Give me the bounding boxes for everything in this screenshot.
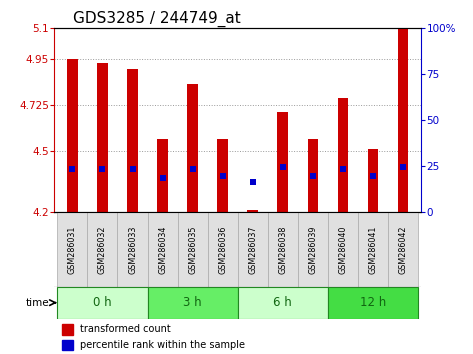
Text: GSM286041: GSM286041 <box>368 225 377 274</box>
Text: GSM286037: GSM286037 <box>248 225 257 274</box>
FancyBboxPatch shape <box>177 212 208 287</box>
FancyBboxPatch shape <box>148 212 177 287</box>
Bar <box>97 63 108 212</box>
FancyBboxPatch shape <box>238 212 268 287</box>
Text: GDS3285 / 244749_at: GDS3285 / 244749_at <box>73 11 240 27</box>
Bar <box>61 324 73 335</box>
FancyBboxPatch shape <box>328 287 418 319</box>
Text: GSM286042: GSM286042 <box>398 225 407 274</box>
FancyBboxPatch shape <box>298 212 328 287</box>
Bar <box>67 59 78 212</box>
Bar <box>398 28 408 212</box>
FancyBboxPatch shape <box>238 287 328 319</box>
FancyBboxPatch shape <box>358 212 388 287</box>
Text: transformed count: transformed count <box>80 324 171 334</box>
FancyBboxPatch shape <box>148 287 238 319</box>
Bar <box>127 69 138 212</box>
Bar <box>368 149 378 212</box>
Text: 3 h: 3 h <box>184 296 202 309</box>
Bar <box>61 340 73 350</box>
FancyBboxPatch shape <box>208 212 238 287</box>
Bar <box>307 139 318 212</box>
Bar <box>187 84 198 212</box>
FancyBboxPatch shape <box>57 287 148 319</box>
Bar <box>278 112 288 212</box>
Text: time: time <box>26 298 50 308</box>
Text: 0 h: 0 h <box>93 296 112 309</box>
FancyBboxPatch shape <box>57 212 88 287</box>
Bar <box>218 139 228 212</box>
Text: GSM286040: GSM286040 <box>338 225 347 274</box>
Bar <box>338 98 348 212</box>
Text: GSM286035: GSM286035 <box>188 225 197 274</box>
Text: GSM286038: GSM286038 <box>278 225 287 274</box>
FancyBboxPatch shape <box>117 212 148 287</box>
Bar <box>158 139 168 212</box>
Text: GSM286033: GSM286033 <box>128 225 137 274</box>
Text: GSM286032: GSM286032 <box>98 225 107 274</box>
Text: percentile rank within the sample: percentile rank within the sample <box>80 340 245 350</box>
FancyBboxPatch shape <box>388 212 418 287</box>
FancyBboxPatch shape <box>328 212 358 287</box>
Bar <box>247 210 258 212</box>
Text: 12 h: 12 h <box>360 296 386 309</box>
FancyBboxPatch shape <box>268 212 298 287</box>
Text: GSM286034: GSM286034 <box>158 225 167 274</box>
Text: GSM286036: GSM286036 <box>218 225 227 274</box>
FancyBboxPatch shape <box>88 212 117 287</box>
Text: GSM286039: GSM286039 <box>308 225 317 274</box>
Text: GSM286031: GSM286031 <box>68 225 77 274</box>
Text: 6 h: 6 h <box>273 296 292 309</box>
